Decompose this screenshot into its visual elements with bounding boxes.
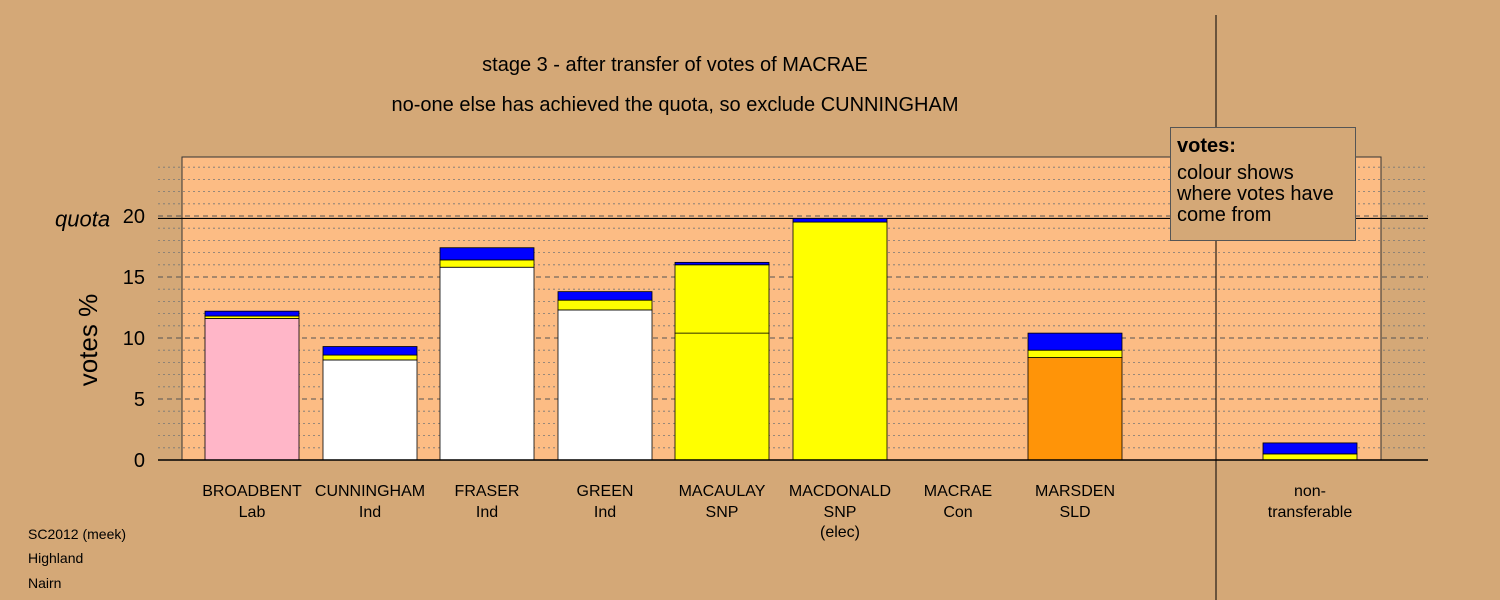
candidate-name: BROADBENT bbox=[202, 483, 302, 500]
candidate-party: Ind bbox=[594, 504, 616, 521]
bar-segment bbox=[1262, 453, 1358, 461]
candidate-party: transferable bbox=[1268, 504, 1353, 521]
bar-cunningham bbox=[322, 346, 418, 461]
bar-marsden bbox=[1027, 332, 1123, 461]
candidate-party: SLD bbox=[1059, 504, 1090, 521]
bar-segment bbox=[322, 354, 418, 361]
y-tick-label: 5 bbox=[134, 389, 145, 411]
candidate-party: Ind bbox=[359, 504, 381, 521]
candidate-note: (elec) bbox=[820, 524, 860, 541]
candidate-name: GREEN bbox=[577, 483, 634, 500]
candidate-party: Con bbox=[943, 504, 972, 521]
bar-segment bbox=[674, 261, 770, 266]
bar-segment bbox=[674, 264, 770, 334]
bar-segment bbox=[1027, 332, 1123, 351]
y-tick-label: 20 bbox=[123, 206, 145, 228]
bar-segment bbox=[204, 310, 300, 317]
y-tick-label: 15 bbox=[123, 267, 145, 289]
candidate-party: Ind bbox=[476, 504, 498, 521]
bar-segment bbox=[557, 299, 653, 311]
bar-segment bbox=[439, 259, 535, 268]
candidate-name: MACRAE bbox=[924, 483, 992, 500]
bar-segment bbox=[792, 221, 888, 461]
bar-segment bbox=[322, 359, 418, 461]
chart-subtitle: no-one else has achieved the quota, so e… bbox=[391, 94, 959, 116]
candidate-party: Lab bbox=[239, 504, 266, 521]
bar-segment bbox=[204, 318, 300, 461]
bar-macdonald bbox=[792, 218, 888, 461]
quota-label: quota bbox=[55, 206, 110, 231]
candidate-party: SNP bbox=[706, 504, 739, 521]
footer-line-1: SC2012 (meek) bbox=[28, 526, 127, 542]
bar-segment bbox=[439, 247, 535, 261]
candidate-name: non- bbox=[1294, 483, 1326, 500]
footer-line-2: Highland bbox=[28, 550, 84, 566]
footer-line-3: Nairn bbox=[28, 575, 62, 591]
bar-segment bbox=[557, 309, 653, 461]
bar-segment bbox=[557, 291, 653, 301]
bar-segment bbox=[439, 266, 535, 461]
bar-fraser bbox=[439, 247, 535, 461]
legend: votes: colour shows where votes have com… bbox=[1170, 127, 1356, 241]
candidate-name: CUNNINGHAM bbox=[315, 483, 425, 500]
legend-title: votes: bbox=[1177, 135, 1236, 157]
bar-broadbent bbox=[204, 310, 300, 461]
bar-segment bbox=[792, 218, 888, 223]
y-axis-label: votes % bbox=[73, 294, 103, 387]
bar-macaulay bbox=[674, 261, 770, 461]
candidate-party: SNP bbox=[824, 504, 857, 521]
candidate-name: MACAULAY bbox=[679, 483, 766, 500]
legend-text: colour shows where votes have come from bbox=[1177, 162, 1334, 226]
bar-segment bbox=[322, 346, 418, 356]
chart-title: stage 3 - after transfer of votes of MAC… bbox=[482, 54, 868, 76]
candidate-name: MARSDEN bbox=[1035, 483, 1115, 500]
bar-segment bbox=[1027, 349, 1123, 358]
y-tick-label: 0 bbox=[134, 450, 145, 472]
bar-non bbox=[1262, 442, 1358, 461]
bar-segment bbox=[1262, 442, 1358, 455]
bar-green bbox=[557, 291, 653, 461]
y-tick-label: 10 bbox=[123, 328, 145, 350]
bar-segment bbox=[674, 332, 770, 461]
candidate-name: FRASER bbox=[455, 483, 520, 500]
candidate-name: MACDONALD bbox=[789, 483, 891, 500]
bar-segment bbox=[1027, 357, 1123, 461]
